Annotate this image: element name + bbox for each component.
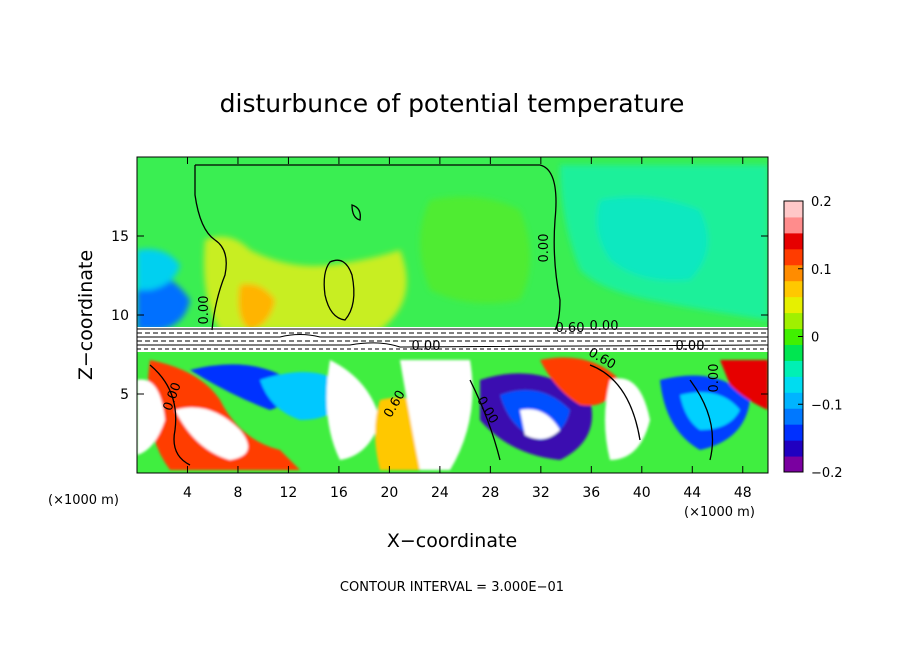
colorbar-segment	[784, 376, 803, 393]
eddy-cyan-2	[680, 392, 740, 430]
colorbar-tick-label: 0.2	[811, 195, 832, 210]
contour-label: 0.00	[197, 296, 212, 325]
colorbar-segment	[784, 248, 803, 266]
colorbar-tick-label: 0	[811, 331, 819, 346]
y-tick-label: 10	[111, 308, 129, 324]
chart-title: disturbunce of potential temperature	[220, 89, 685, 118]
zero-contour-loop	[323, 259, 355, 321]
colorbar-tick-label: −0.1	[811, 398, 843, 413]
x-tick-label: 8	[233, 485, 242, 501]
upper-layer-patches	[137, 165, 768, 330]
x-tick-label: 44	[683, 485, 701, 501]
contour-label: 0.60	[556, 321, 585, 336]
y-tick-label: 5	[120, 387, 129, 403]
eddy-white-3	[400, 360, 473, 470]
x-tick-label: 16	[330, 485, 348, 501]
eddy-red-1	[147, 360, 300, 470]
contour-label: 0.00	[676, 339, 705, 354]
colorbar	[784, 201, 803, 473]
eddy-white-1	[175, 407, 248, 460]
upper-teal-patch	[596, 196, 708, 281]
eddy-blue-1	[190, 364, 293, 410]
contour-label: 0.00	[590, 319, 619, 334]
x-axis-title: X−coordinate	[387, 530, 517, 552]
colorbar-segment	[784, 392, 803, 409]
x-tick-label: 48	[734, 485, 752, 501]
x-tick-label: 24	[431, 485, 449, 501]
colorbar-tick-label: −0.2	[811, 466, 843, 481]
eddy-white-5	[605, 378, 650, 460]
x-unit-left: (×1000 m)	[48, 493, 119, 508]
zero-contour-top	[195, 164, 561, 331]
colorbar-segment	[784, 408, 803, 425]
lower-contour-1	[149, 364, 191, 466]
colorbar-segment	[784, 232, 803, 250]
contour-label: 0.00	[412, 339, 441, 354]
eddy-red-3	[720, 360, 768, 410]
x-unit-right: (×1000 m)	[684, 505, 755, 520]
inversion-band	[137, 327, 768, 352]
colorbar-segment	[784, 456, 803, 473]
colorbar-segment	[784, 264, 803, 282]
zero-contour-left	[194, 165, 227, 331]
heatmap-field	[137, 157, 768, 473]
colorbar-segment	[784, 440, 803, 457]
colorbar-segment	[784, 360, 803, 377]
x-tick-label: 20	[380, 485, 398, 501]
x-tick-label: 12	[280, 485, 298, 501]
lower-contour-4	[689, 379, 714, 461]
contour-interval-note: CONTOUR INTERVAL = 3.000E−01	[340, 580, 564, 595]
colorbar-segment	[784, 344, 803, 361]
x-axis: 4 8 12 16 20 24 28 32 36 40 44 48	[183, 157, 752, 501]
colorbar-segment	[784, 296, 803, 314]
colorbar-segment	[784, 216, 803, 234]
upper-mid-patch	[420, 196, 530, 304]
y-tick-label: 15	[111, 229, 129, 245]
x-tick-label: 4	[183, 485, 192, 501]
upper-cyan-patch	[137, 249, 180, 290]
x-tick-label: 32	[532, 485, 550, 501]
x-tick-label: 28	[481, 485, 499, 501]
x-tick-label: 40	[633, 485, 651, 501]
inversion-contours	[137, 328, 768, 350]
lower-contour-3	[589, 364, 641, 441]
zero-contour-small	[351, 204, 361, 221]
colorbar-segment	[784, 328, 803, 345]
contour-lines	[149, 164, 714, 466]
colorbar-segment	[784, 312, 803, 330]
contour-label: 0.00	[537, 234, 552, 263]
colorbar-segment	[784, 201, 803, 218]
upper-hot-patch	[238, 284, 275, 330]
eddy-white-6	[137, 379, 165, 455]
contour-label: 0.00	[707, 364, 722, 393]
eddy-white-2	[326, 360, 380, 460]
colorbar-segment	[784, 280, 803, 298]
colorbar-ticks: 0.2 0.1 0 −0.1 −0.2	[798, 195, 843, 481]
y-axis: 5 10 15	[111, 229, 768, 403]
lower-contour-2	[469, 379, 501, 461]
eddy-white-4	[520, 409, 560, 439]
x-tick-label: 36	[582, 485, 600, 501]
colorbar-segment	[784, 424, 803, 441]
y-axis-title: Z−coordinate	[75, 250, 97, 380]
colorbar-tick-label: 0.1	[811, 263, 832, 278]
lower-layer-eddies	[137, 357, 768, 470]
